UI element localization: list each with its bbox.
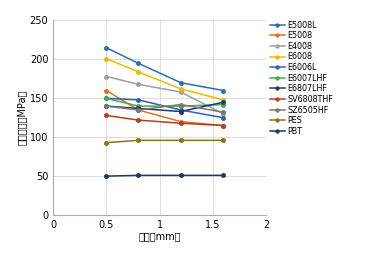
- Line: PBT: PBT: [105, 173, 225, 178]
- E6006L: [104, 97, 109, 100]
- SV6808THF: [136, 119, 141, 122]
- E6008: [136, 70, 141, 73]
- E6007LHF: [179, 104, 183, 108]
- PBT: [179, 174, 183, 177]
- Line: E4008: E4008: [105, 74, 225, 116]
- E6007LHF: [104, 97, 109, 100]
- PES: [136, 139, 141, 142]
- SZ6505HF: [221, 111, 226, 114]
- E5008: [136, 109, 141, 112]
- Line: PES: PES: [105, 138, 225, 145]
- E6008: [179, 88, 183, 91]
- Line: SZ6505HF: SZ6505HF: [105, 102, 225, 114]
- E6007LHF: [136, 104, 141, 108]
- Line: E6007LHF: E6007LHF: [105, 96, 225, 108]
- E5008L: [221, 89, 226, 92]
- E5008L: [104, 46, 109, 49]
- Line: E6008: E6008: [105, 57, 225, 102]
- SV6808THF: [104, 114, 109, 117]
- Line: E5008L: E5008L: [105, 46, 225, 93]
- PES: [221, 139, 226, 142]
- E6006L: [221, 116, 226, 119]
- X-axis label: 厚み（mm）: 厚み（mm）: [138, 231, 181, 241]
- E6007LHF: [221, 103, 226, 106]
- E6807LHF: [179, 110, 183, 113]
- SV6808THF: [179, 122, 183, 125]
- E6807LHF: [104, 104, 109, 108]
- E6807LHF: [221, 101, 226, 104]
- E6008: [104, 57, 109, 60]
- Line: E5008: E5008: [105, 88, 225, 128]
- PBT: [136, 174, 141, 177]
- SZ6505HF: [179, 103, 183, 106]
- E4008: [104, 75, 109, 78]
- PBT: [104, 175, 109, 178]
- SZ6505HF: [104, 104, 109, 108]
- Line: E6006L: E6006L: [105, 96, 225, 120]
- E4008: [179, 91, 183, 94]
- PES: [179, 139, 183, 142]
- E5008L: [179, 81, 183, 84]
- E4008: [136, 83, 141, 86]
- E6006L: [136, 98, 141, 101]
- E4008: [221, 112, 226, 115]
- Legend: E5008L, E5008, E4008, E6008, E6006L, E6007LHF, E6807LHF, SV6808THF, SZ6505HF, PE: E5008L, E5008, E4008, E6008, E6006L, E60…: [270, 21, 334, 136]
- SV6808THF: [221, 124, 226, 127]
- Line: E6807LHF: E6807LHF: [105, 100, 225, 114]
- E5008: [104, 89, 109, 92]
- E6008: [221, 98, 226, 101]
- SZ6505HF: [136, 109, 141, 112]
- E6006L: [179, 109, 183, 112]
- E6807LHF: [136, 107, 141, 110]
- E5008: [179, 120, 183, 123]
- E5008: [221, 124, 226, 127]
- Line: SV6808THF: SV6808THF: [105, 113, 225, 128]
- PBT: [221, 174, 226, 177]
- E5008L: [136, 62, 141, 65]
- PES: [104, 141, 109, 144]
- Y-axis label: 引張強度（MPa）: 引張強度（MPa）: [17, 90, 27, 145]
